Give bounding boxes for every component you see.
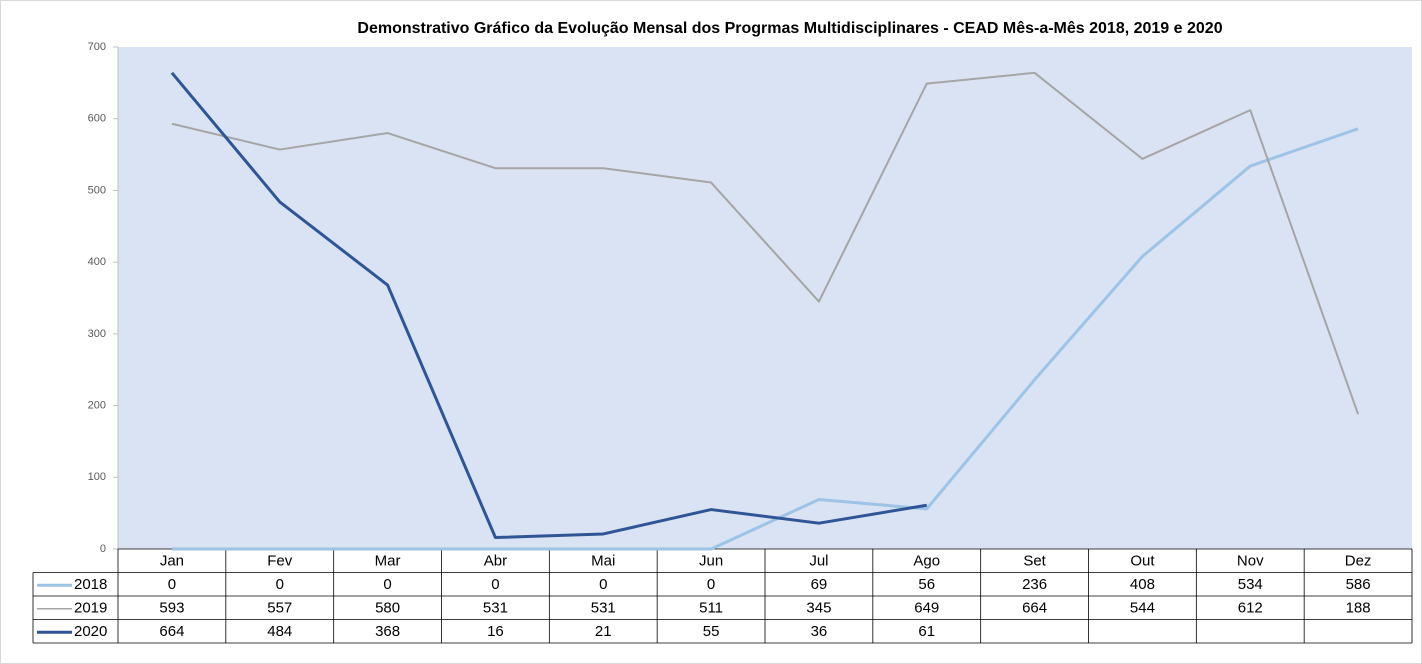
table-value: 0 [599, 576, 607, 593]
table-value: 36 [811, 623, 828, 640]
table-value: 664 [1022, 600, 1047, 617]
x-tick-label: Fev [267, 553, 293, 570]
y-tick-label: 100 [88, 471, 106, 483]
table-value: 649 [914, 600, 939, 617]
y-tick-label: 700 [88, 41, 106, 53]
table-value: 368 [375, 623, 400, 640]
series-line [171, 71, 1360, 415]
x-tick-label: Set [1023, 553, 1046, 570]
table-value: 408 [1130, 576, 1155, 593]
x-tick-label: Ago [913, 553, 940, 570]
table-value: 593 [159, 600, 184, 617]
y-tick-label: 600 [88, 113, 106, 125]
table-value: 531 [483, 600, 508, 617]
x-tick-label: Abr [484, 553, 507, 570]
chart-title: Demonstrativo Gráfico da Evolução Mensal… [357, 20, 1222, 37]
table-value: 69 [811, 576, 828, 593]
table-value: 580 [375, 600, 400, 617]
x-tick-label: Jul [809, 553, 828, 570]
y-tick-label: 500 [88, 184, 106, 196]
table-value: 511 [699, 600, 723, 617]
series-line [171, 127, 1359, 551]
x-tick-label: Out [1130, 553, 1155, 570]
legend-label: 2020 [74, 623, 107, 640]
table-value: 188 [1346, 600, 1371, 617]
table-value: 56 [918, 576, 935, 593]
table-value: 0 [707, 576, 715, 593]
table-value: 544 [1130, 600, 1155, 617]
table-value: 236 [1022, 576, 1047, 593]
table-value: 16 [487, 623, 504, 640]
table-value: 55 [703, 623, 720, 640]
table-value: 0 [491, 576, 499, 593]
table-value: 531 [591, 600, 616, 617]
x-tick-label: Nov [1237, 553, 1264, 570]
x-tick-label: Mai [591, 553, 615, 570]
legend-label: 2019 [74, 600, 107, 617]
x-tick-label: Mar [375, 553, 401, 570]
x-tick-label: Jun [699, 553, 723, 570]
table-value: 557 [267, 600, 292, 617]
table-value: 345 [806, 600, 831, 617]
table-value: 664 [159, 623, 184, 640]
y-tick-label: 300 [88, 328, 106, 340]
table-value: 534 [1238, 576, 1263, 593]
table-value: 0 [168, 576, 176, 593]
table-value: 21 [595, 623, 612, 640]
legend-label: 2018 [74, 576, 107, 593]
plot-area [118, 47, 1412, 549]
table-value: 586 [1346, 576, 1371, 593]
x-tick-label: Dez [1345, 553, 1372, 570]
y-tick-label: 400 [88, 256, 106, 268]
table-value: 0 [276, 576, 284, 593]
series-line [170, 71, 927, 540]
table-value: 612 [1238, 600, 1263, 617]
table-value: 484 [267, 623, 292, 640]
x-tick-label: Jan [160, 553, 184, 570]
table-value: 0 [383, 576, 391, 593]
y-tick-label: 200 [88, 399, 106, 411]
table-value: 61 [918, 623, 935, 640]
y-tick-label: 0 [100, 543, 106, 555]
